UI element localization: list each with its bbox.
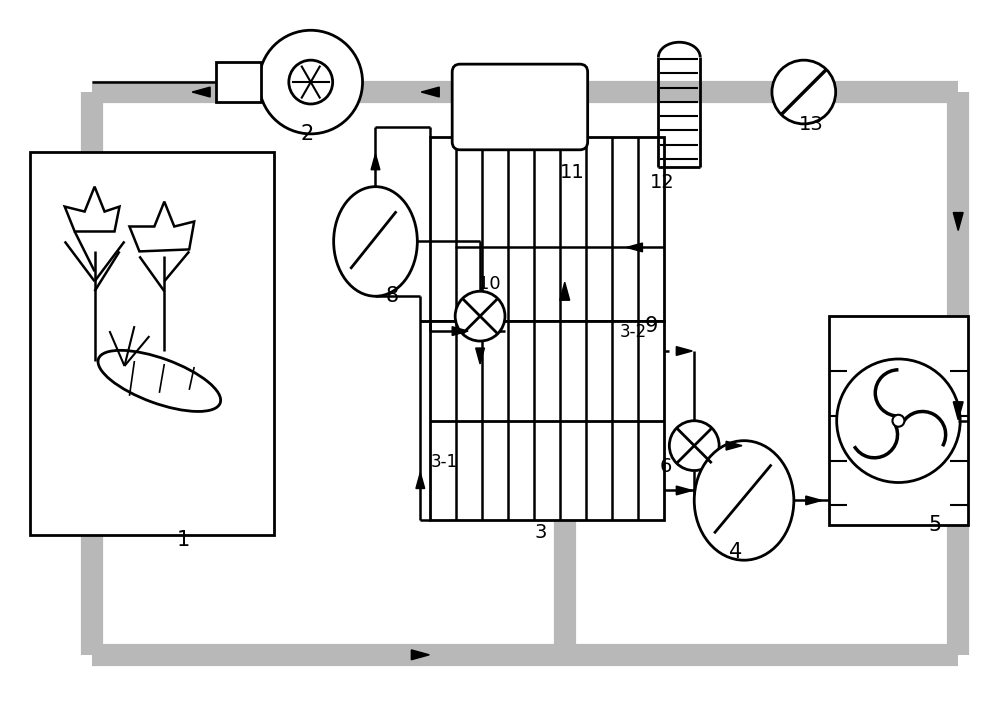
Bar bbox=[216, 62, 261, 102]
Polygon shape bbox=[371, 154, 380, 170]
Text: 11: 11 bbox=[560, 163, 585, 182]
Bar bbox=[30, 152, 274, 535]
Text: 3-1: 3-1 bbox=[430, 452, 457, 471]
Circle shape bbox=[455, 292, 505, 341]
Polygon shape bbox=[676, 486, 692, 495]
Bar bbox=[430, 321, 664, 520]
Circle shape bbox=[289, 60, 333, 104]
Polygon shape bbox=[452, 327, 468, 336]
Polygon shape bbox=[806, 496, 822, 505]
Text: 2: 2 bbox=[301, 124, 314, 144]
Polygon shape bbox=[416, 473, 425, 488]
Circle shape bbox=[772, 60, 836, 124]
Text: 5: 5 bbox=[928, 515, 942, 535]
Bar bbox=[430, 137, 664, 321]
Text: 3: 3 bbox=[535, 523, 547, 542]
Polygon shape bbox=[421, 87, 439, 97]
Polygon shape bbox=[65, 187, 119, 232]
Text: 8: 8 bbox=[385, 287, 399, 306]
Polygon shape bbox=[726, 442, 742, 450]
Polygon shape bbox=[676, 347, 692, 356]
Text: 4: 4 bbox=[729, 542, 742, 562]
Text: 13: 13 bbox=[799, 115, 824, 134]
Bar bbox=[829, 316, 968, 525]
Text: 6: 6 bbox=[659, 456, 672, 476]
Polygon shape bbox=[953, 213, 963, 230]
Polygon shape bbox=[411, 650, 429, 660]
Circle shape bbox=[837, 359, 960, 483]
Polygon shape bbox=[560, 282, 570, 300]
Ellipse shape bbox=[334, 187, 417, 296]
Circle shape bbox=[259, 31, 363, 134]
Polygon shape bbox=[953, 402, 963, 419]
Text: 12: 12 bbox=[649, 173, 674, 192]
Polygon shape bbox=[627, 243, 642, 252]
Text: 10: 10 bbox=[478, 275, 501, 293]
Circle shape bbox=[669, 421, 719, 471]
Polygon shape bbox=[192, 87, 210, 97]
Polygon shape bbox=[476, 348, 484, 364]
FancyBboxPatch shape bbox=[452, 64, 588, 150]
Text: 9: 9 bbox=[644, 316, 658, 336]
Ellipse shape bbox=[694, 441, 794, 560]
Text: 1: 1 bbox=[176, 530, 190, 550]
Polygon shape bbox=[129, 202, 194, 252]
Circle shape bbox=[892, 415, 904, 427]
Ellipse shape bbox=[98, 351, 221, 412]
Text: 3-2: 3-2 bbox=[620, 323, 647, 341]
